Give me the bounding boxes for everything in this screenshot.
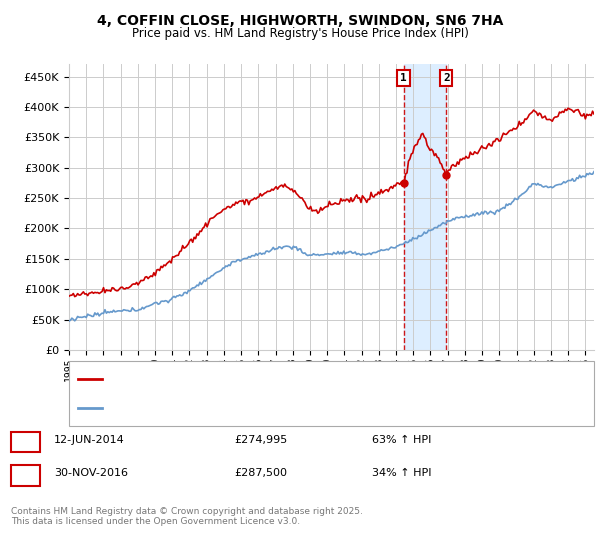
Text: 30-NOV-2016: 30-NOV-2016 — [54, 468, 128, 478]
Bar — [404, 64, 446, 350]
Text: 1: 1 — [400, 73, 407, 83]
Text: Contains HM Land Registry data © Crown copyright and database right 2025.
This d: Contains HM Land Registry data © Crown c… — [11, 507, 362, 526]
Text: 34% ↑ HPI: 34% ↑ HPI — [372, 468, 431, 478]
Text: 12-JUN-2014: 12-JUN-2014 — [54, 435, 125, 445]
Text: 1: 1 — [22, 433, 29, 446]
Text: 2: 2 — [22, 466, 29, 480]
Text: £287,500: £287,500 — [234, 468, 287, 478]
Text: 63% ↑ HPI: 63% ↑ HPI — [372, 435, 431, 445]
Text: 4, COFFIN CLOSE, HIGHWORTH, SWINDON, SN6 7HA: 4, COFFIN CLOSE, HIGHWORTH, SWINDON, SN6… — [97, 14, 503, 28]
Text: Price paid vs. HM Land Registry's House Price Index (HPI): Price paid vs. HM Land Registry's House … — [131, 27, 469, 40]
Text: HPI: Average price, semi-detached house, Swindon: HPI: Average price, semi-detached house,… — [106, 403, 372, 413]
Text: £274,995: £274,995 — [234, 435, 287, 445]
Text: 2: 2 — [443, 73, 449, 83]
Text: 4, COFFIN CLOSE, HIGHWORTH, SWINDON, SN6 7HA (semi-detached house): 4, COFFIN CLOSE, HIGHWORTH, SWINDON, SN6… — [106, 374, 502, 384]
